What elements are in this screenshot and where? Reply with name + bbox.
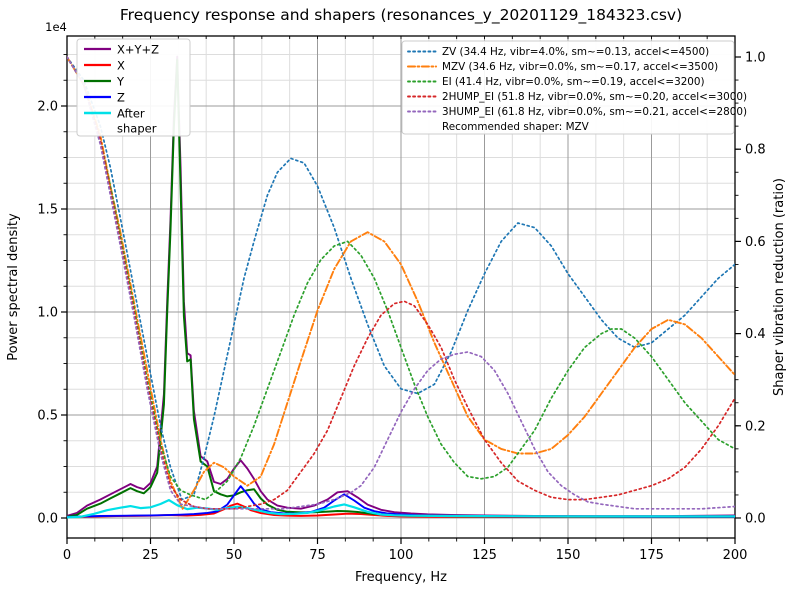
series-ei-line [67,56,735,501]
x-tick-label: 150 [556,548,581,563]
y-left-tick-label: 2.0 [37,100,58,115]
x-axis-label: Frequency, Hz [355,570,447,585]
series-x+y+z-line [67,55,735,518]
y-left-tick-label: 1.5 [37,203,58,218]
x-tick-label: 75 [309,548,326,563]
x-tick-label: 125 [472,548,497,563]
y-right-tick-label: 0.6 [745,235,766,250]
legend-recommended-shaper-note: Recommended shaper: MZV [442,121,590,133]
legend-box [401,40,735,135]
legend-label-3hump_ei: 3HUMP_EI (61.8 Hz, vibr=0.0%, sm~=0.21, … [442,106,747,118]
x-tick-label: 25 [142,548,159,563]
y-axis-label-right: Shaper vibration reduction (ratio) [772,178,787,396]
data-series [67,55,735,519]
legend-label: After [117,107,145,121]
y-right-tick-label: 0.8 [745,143,766,158]
series-2hump_ei-line [67,56,735,510]
y-axis-offset-text: 1e4 [45,20,67,34]
y-left-tick-label: 0.0 [37,512,58,527]
y-left-tick-label: 0.5 [37,409,58,424]
x-tick-label: 100 [389,548,414,563]
legend-label: X+Y+Z [117,43,159,57]
legend-label: Z [117,91,125,105]
series-3hump_ei-line [67,56,735,510]
legend-label-zv: ZV (34.4 Hz, vibr=4.0%, sm~=0.13, accel<… [442,46,709,58]
legend-label: Y [116,75,125,89]
legend-label-mzv: MZV (34.6 Hz, vibr=0.0%, sm~=0.17, accel… [442,61,718,73]
x-tick-label: 50 [226,548,243,563]
legend-label-ei: EI (41.4 Hz, vibr=0.0%, sm~=0.19, accel<… [442,76,705,88]
legend-label-2hump_ei: 2HUMP_EI (51.8 Hz, vibr=0.0%, sm~=0.20, … [442,91,747,103]
axes: 0 25 50 75 100 125 150 175 200 0.0 0.5 1.0 1.5 2.0 0.0… [37,35,766,563]
series-zv-line [67,56,735,501]
y-right-tick-label: 0.2 [745,419,766,434]
y-right-tick-label: 0.0 [745,512,766,527]
legend-shapers: ZV (34.4 Hz, vibr=4.0%, sm~=0.13, accel<… [401,40,747,135]
legend-label: shaper [117,122,157,136]
y-right-tick-label: 0.4 [745,327,766,342]
series-mzv-line [67,56,735,510]
legend-label: X [117,59,125,73]
y-axis-label-left: Power spectral density [6,213,21,361]
x-tick-label: 175 [639,548,664,563]
y-right-tick-label: 1.0 [745,51,766,66]
chart-title: Frequency response and shapers (resonanc… [120,6,682,25]
x-tick-label: 0 [63,548,71,563]
x-tick-label: 200 [723,548,748,563]
y-left-tick-label: 1.0 [37,306,58,321]
